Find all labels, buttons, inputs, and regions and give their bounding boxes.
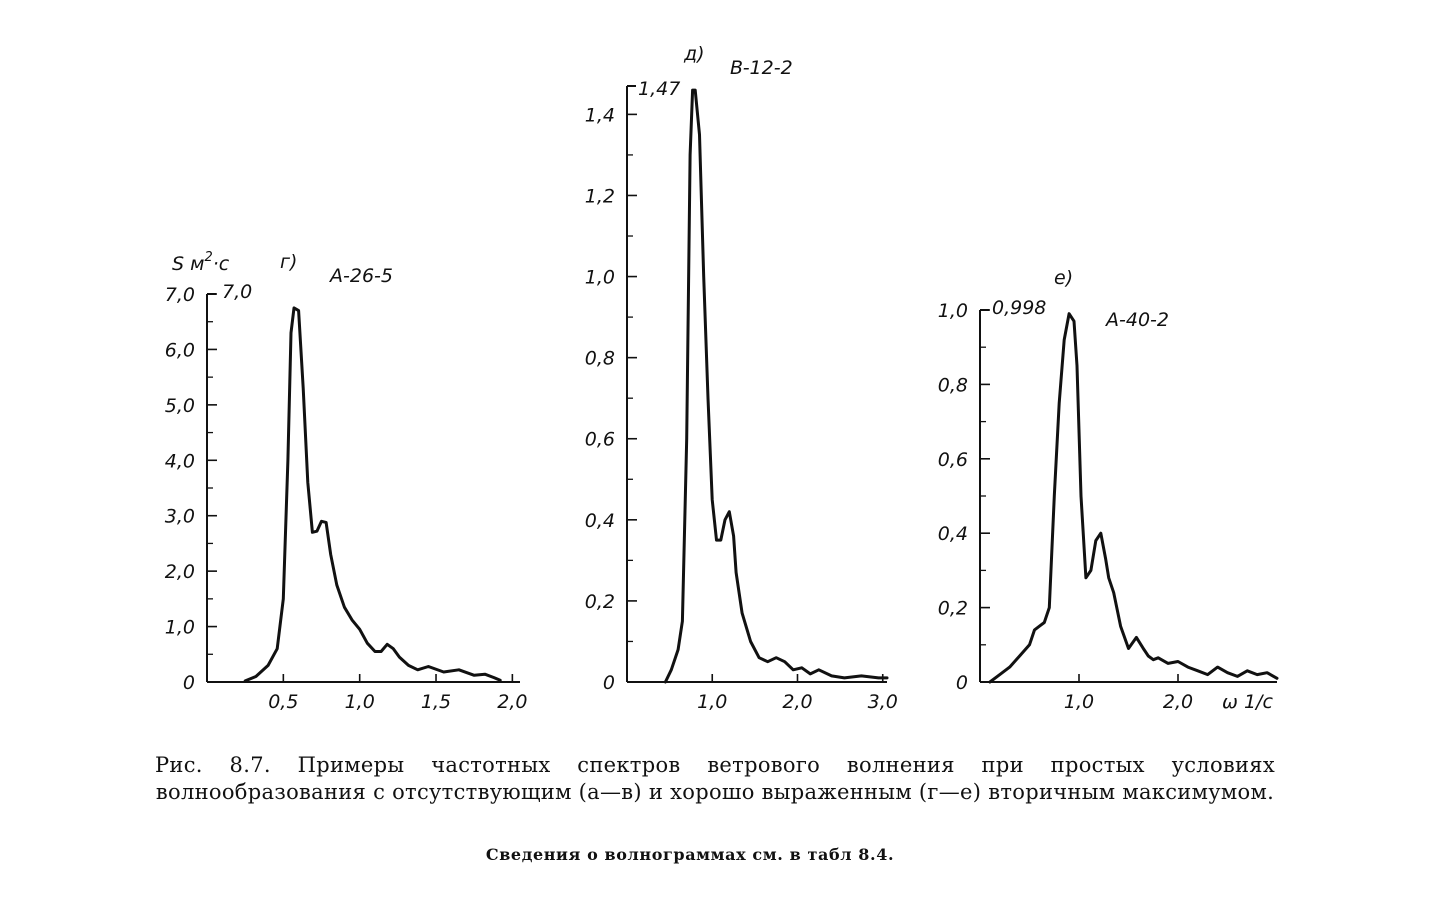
y-tick-label: 0,4 bbox=[585, 510, 615, 532]
y-tick-label: 0,8 bbox=[585, 348, 615, 370]
y-tick-label: 2,0 bbox=[165, 561, 195, 583]
x-tick-label: 1,0 bbox=[1064, 691, 1094, 713]
x-tick-label: 2,0 bbox=[1163, 691, 1193, 713]
y-tick-label: 0,4 bbox=[938, 523, 968, 545]
y-tick-label: 0,2 bbox=[938, 598, 968, 620]
y-tick-label: 1,0 bbox=[585, 267, 615, 289]
y-tick-label: 0 bbox=[183, 672, 195, 694]
y-tick-label: 0,8 bbox=[938, 374, 968, 396]
figure-caption: Рис. 8.7. Примеры частотных спектров вет… bbox=[155, 753, 1275, 804]
figure-note: Сведения о волнограммах см. в табл 8.4. bbox=[485, 845, 895, 864]
y-tick-label: 1,0 bbox=[938, 300, 968, 322]
panel-label: д) bbox=[683, 43, 705, 65]
x-tick-label: 2,0 bbox=[497, 691, 527, 713]
y-tick-label: 0,6 bbox=[585, 429, 615, 451]
y-axis-label-end: ·с bbox=[213, 253, 230, 275]
chart-panel-g: 0 1,0 2,0 3,0 4,0 5,0 6,0 7,0 0,5 1,0 1,5 2,0 7,0 г) A… bbox=[165, 250, 528, 713]
y-tick-label: 7,0 bbox=[165, 284, 195, 306]
spectrum-line bbox=[243, 306, 502, 683]
y-tick-label: 0,6 bbox=[938, 449, 968, 471]
y-tick-label: 1,0 bbox=[165, 617, 195, 639]
y-tick-label: 3,0 bbox=[165, 506, 195, 528]
spectrum-line bbox=[988, 312, 1279, 684]
y-tick-label: 0,2 bbox=[585, 591, 615, 613]
wave-id-label: A-40-2 bbox=[1104, 309, 1169, 331]
peak-value-label: 1,47 bbox=[638, 78, 680, 100]
wave-id-label: B-12-2 bbox=[730, 57, 793, 79]
y-tick-label: 1,2 bbox=[585, 185, 615, 207]
figure: 0 1,0 2,0 3,0 4,0 5,0 6,0 7,0 0,5 1,0 1,5 2,0 7,0 г) A… bbox=[165, 43, 1279, 713]
x-tick-label: 3,0 bbox=[868, 691, 898, 713]
x-tick-label: 0,5 bbox=[268, 691, 298, 713]
y-axis-label: S м2·с bbox=[172, 250, 230, 275]
peak-value-label: 7,0 bbox=[222, 281, 252, 303]
y-tick-label: 0 bbox=[603, 672, 615, 694]
wave-id-label: A-26-5 bbox=[328, 265, 393, 287]
y-tick-label: 5,0 bbox=[165, 395, 195, 417]
x-axis-label: ω 1/с bbox=[1222, 691, 1273, 713]
panel-label: г) bbox=[280, 251, 297, 273]
x-tick-label: 2,0 bbox=[782, 691, 812, 713]
y-tick-label: 4,0 bbox=[165, 450, 195, 472]
y-tick-label: 6,0 bbox=[165, 339, 195, 361]
peak-value-label: 0,998 bbox=[992, 297, 1046, 319]
panel-label: е) bbox=[1054, 267, 1073, 289]
chart-panel-d: 0 0,2 0,4 0,6 0,8 1,0 1,2 1,4 1,0 2,0 3,0 1,47д) B-1… bbox=[585, 43, 898, 713]
spectrum-line bbox=[663, 88, 889, 684]
chart-panel-e: 0 0,2 0,4 0,6 0,8 1,0 1,0 2,0 0,998 е) A-40-2 ω 1/с bbox=[938, 267, 1279, 713]
y-tick-label: 1,4 bbox=[585, 104, 615, 126]
y-tick-label: 0 bbox=[956, 672, 968, 694]
x-tick-label: 1,5 bbox=[421, 691, 451, 713]
y-axis-label-main: S м bbox=[172, 253, 204, 275]
x-tick-label: 1,0 bbox=[345, 691, 375, 713]
y-axis-label-sup: 2 bbox=[204, 250, 212, 265]
x-tick-label: 1,0 bbox=[697, 691, 727, 713]
